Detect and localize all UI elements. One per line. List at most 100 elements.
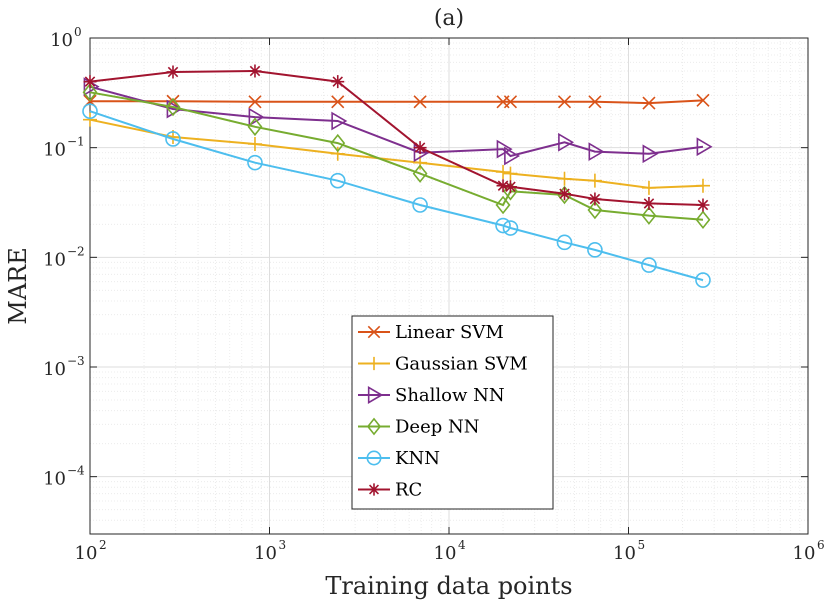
- y-tick-exponent: −4: [67, 464, 85, 478]
- legend-entry: RC: [358, 480, 422, 501]
- series-linear-svm: [83, 93, 710, 110]
- y-tick-label: 10: [43, 249, 66, 270]
- series-line: [89, 110, 704, 282]
- diamond-marker: [330, 133, 346, 153]
- diamond-marker: [366, 417, 382, 436]
- plus-marker: [695, 178, 710, 193]
- x-marker: [642, 96, 656, 110]
- legend-label: KNN: [395, 448, 440, 469]
- series-line: [89, 85, 704, 158]
- triangle-marker: [558, 132, 575, 152]
- y-tick-label: 10: [50, 30, 73, 51]
- legend-label: Linear SVM: [395, 322, 504, 343]
- triangle-marker: [588, 142, 605, 162]
- legend-label: Gaussian SVM: [395, 354, 528, 375]
- circle-marker: [247, 154, 263, 171]
- diamond-marker: [587, 200, 603, 220]
- asterisk-marker: [558, 187, 571, 201]
- chart-title: (a): [434, 6, 464, 31]
- x-marker: [588, 95, 602, 109]
- x-marker: [413, 95, 427, 109]
- triangle-marker: [331, 111, 348, 131]
- series-shallow-nn: [83, 77, 713, 166]
- legend-entry: Deep NN: [358, 417, 479, 438]
- x-marker: [367, 325, 381, 339]
- circle-marker: [495, 217, 511, 234]
- asterisk-marker: [367, 483, 381, 496]
- plus-marker: [367, 356, 381, 371]
- legend-label: Shallow NN: [395, 385, 505, 406]
- series-line: [90, 99, 704, 105]
- y-tick-exponent: 0: [74, 25, 82, 39]
- y-tick-label: 10: [43, 140, 66, 161]
- asterisk-marker: [413, 141, 427, 155]
- x-marker: [503, 95, 518, 109]
- x-tick-exponent: 5: [638, 538, 646, 552]
- circle-marker: [556, 234, 573, 251]
- diamond-marker: [495, 195, 511, 215]
- x-tick-exponent: 2: [99, 538, 107, 552]
- plus-marker: [330, 146, 345, 161]
- plus-marker: [641, 180, 656, 195]
- series-gaussian-svm: [83, 112, 710, 195]
- asterisk-marker: [166, 65, 180, 79]
- series-knn: [82, 103, 711, 288]
- plus-marker: [83, 112, 97, 127]
- x-tick-label: 10: [613, 543, 636, 564]
- circle-marker: [329, 172, 346, 189]
- x-axis-title: Training data points: [325, 572, 572, 600]
- circle-marker: [502, 220, 519, 236]
- circle-marker: [412, 197, 428, 213]
- x-tick-label: 10: [254, 543, 277, 564]
- diamond-marker: [695, 210, 711, 230]
- x-marker: [557, 95, 572, 109]
- triangle-marker: [504, 146, 521, 166]
- x-tick-exponent: 3: [279, 538, 287, 552]
- y-tick-exponent: −3: [67, 354, 85, 368]
- asterisk-marker: [248, 64, 262, 78]
- plus-marker: [247, 136, 262, 151]
- circle-marker: [82, 103, 98, 120]
- data-series: [82, 64, 713, 288]
- diamond-marker: [641, 206, 657, 225]
- circle-marker: [695, 272, 711, 288]
- asterisk-marker: [503, 180, 517, 194]
- plus-marker: [503, 166, 518, 181]
- legend-label: RC: [395, 480, 422, 501]
- x-marker: [696, 93, 710, 107]
- x-marker: [331, 95, 345, 109]
- plus-marker: [557, 171, 572, 186]
- y-axis-title: MARE: [4, 247, 32, 325]
- legend-label: Deep NN: [395, 417, 479, 438]
- legend-box: [351, 315, 554, 510]
- legend-entry: Gaussian SVM: [358, 354, 528, 375]
- plus-marker: [496, 164, 511, 179]
- triangle-marker: [367, 386, 384, 404]
- x-tick-label: 10: [434, 543, 457, 564]
- asterisk-marker: [496, 179, 510, 193]
- series-rc: [83, 64, 710, 212]
- legend-entry: Shallow NN: [358, 385, 505, 406]
- circle-marker: [366, 450, 382, 466]
- legend-entry: Linear SVM: [358, 322, 504, 343]
- y-tick-label: 10: [43, 469, 66, 490]
- asterisk-marker: [696, 198, 710, 212]
- circle-marker: [587, 242, 603, 258]
- y-tick-exponent: −2: [67, 244, 85, 258]
- series-deep-nn: [82, 82, 711, 230]
- x-tick-label: 10: [75, 543, 98, 564]
- x-marker: [248, 95, 262, 109]
- series-line: [89, 91, 704, 221]
- asterisk-marker: [588, 192, 602, 206]
- asterisk-marker: [83, 75, 97, 89]
- diamond-marker: [165, 97, 181, 117]
- legend: Linear SVM Gaussian SVM Shallow NN Deep NN K…: [351, 315, 554, 510]
- diamond-marker: [247, 117, 263, 137]
- circle-marker: [641, 257, 657, 273]
- diamond-marker: [82, 82, 98, 102]
- triangle-marker: [696, 137, 713, 157]
- axis-ticks: 10 2 10 3 10 4 10 5 10 610 010 −110 −210 −310 −4: [43, 25, 825, 564]
- y-tick-exponent: −1: [67, 135, 85, 149]
- diamond-marker: [412, 164, 428, 183]
